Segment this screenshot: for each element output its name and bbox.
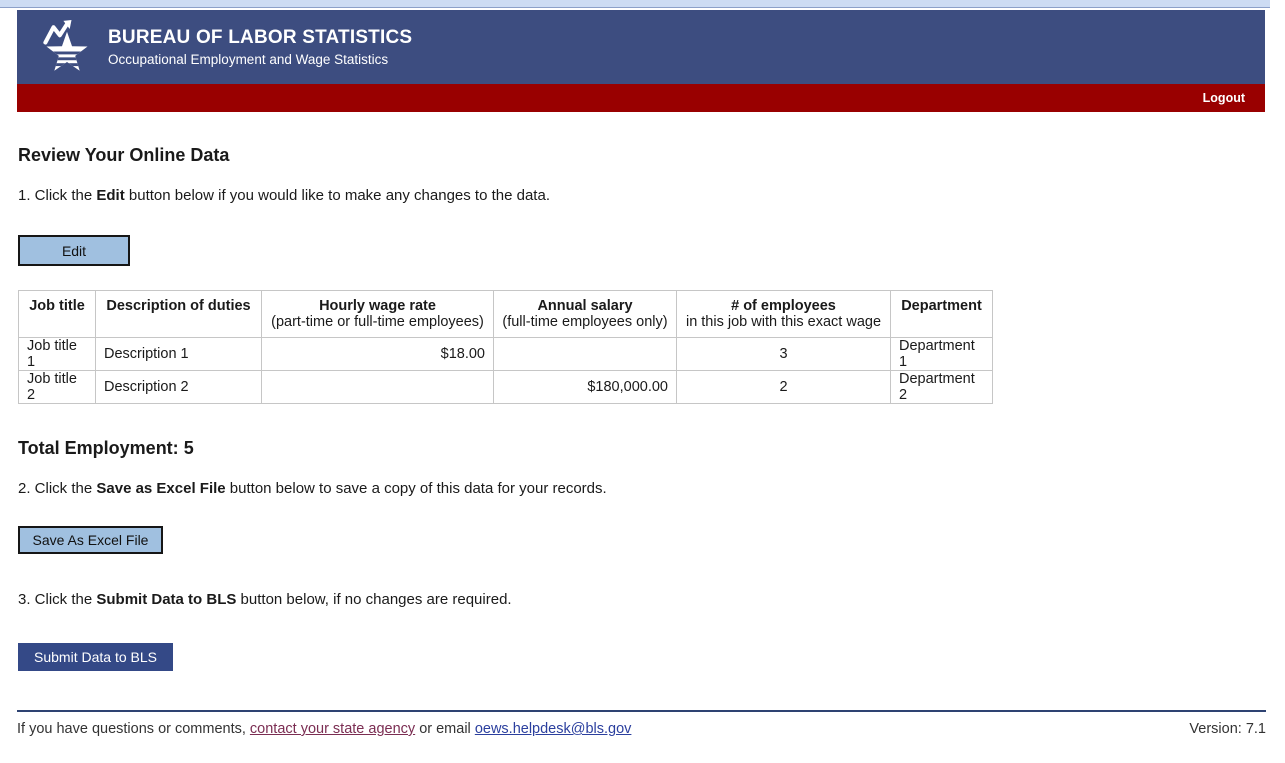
cell-department: Department 1: [890, 337, 993, 371]
table-header-department: Department: [890, 290, 993, 338]
cell-job-title: Job title 1: [18, 337, 96, 371]
step-3-instruction: 3. Click the Submit Data to BLS button b…: [18, 591, 1285, 608]
table-header-description: Description of duties: [95, 290, 262, 338]
step-2-instruction: 2. Click the Save as Excel File button b…: [18, 480, 1285, 497]
cell-num-employees: 3: [676, 337, 891, 371]
agency-title: BUREAU OF LABOR STATISTICS: [108, 27, 413, 48]
step-1-prefix: 1. Click the: [18, 187, 97, 204]
contact-state-agency-link[interactable]: contact your state agency: [249, 721, 416, 737]
table-header-num-employees: # of employees in this job with this exac…: [676, 290, 891, 338]
table-header-row: Job title Description of duties Hourly w…: [18, 290, 993, 338]
version-label: Version: 7.1: [1189, 721, 1266, 737]
cell-hourly-wage: $18.00: [261, 337, 494, 371]
total-employment-value: 5: [183, 438, 194, 458]
bls-masthead: BUREAU OF LABOR STATISTICS Occupational …: [17, 10, 1265, 84]
cell-num-employees: 2: [676, 370, 891, 404]
browser-top-strip: [0, 0, 1270, 8]
bls-logo-icon: [43, 20, 88, 71]
submit-data-button[interactable]: Submit Data to BLS: [18, 643, 173, 671]
footer-text-prefix: If you have questions or comments,: [17, 721, 250, 737]
cell-annual-salary: [493, 337, 677, 371]
total-employment-label: Total Employment:: [18, 438, 179, 458]
cell-job-title: Job title 2: [18, 370, 96, 404]
step-1-instruction: 1. Click the Edit button below if you wo…: [18, 187, 1285, 204]
step-3-bold: Submit Data to BLS: [96, 591, 237, 608]
logout-link[interactable]: Logout: [1202, 91, 1245, 105]
footer-text-middle: or email: [415, 721, 475, 737]
masthead-titles: BUREAU OF LABOR STATISTICS Occupational …: [108, 27, 412, 67]
table-row: Job title 2 Description 2 $180,000.00 2 …: [18, 370, 993, 404]
footer-help-text: If you have questions or comments, conta…: [17, 721, 631, 737]
step-1-bold: Edit: [96, 187, 125, 204]
job-data-table: Job title Description of duties Hourly w…: [18, 290, 993, 404]
table-header-annual-salary: Annual salary (full-time employees only): [493, 290, 677, 338]
step-3-prefix: 3. Click the: [18, 591, 97, 608]
step-2-bold: Save as Excel File: [96, 480, 226, 497]
table-header-hourly-wage: Hourly wage rate (part-time or full-time …: [261, 290, 494, 338]
program-subtitle: Occupational Employment and Wage Statist…: [108, 52, 389, 67]
main-content: Review Your Online Data 1. Click the Edi…: [18, 145, 1285, 671]
step-3-suffix: button below, if no changes are required…: [236, 591, 512, 608]
page-footer: If you have questions or comments, conta…: [17, 710, 1266, 737]
step-2-suffix: button below to save a copy of this data…: [225, 480, 607, 497]
step-2-prefix: 2. Click the: [18, 480, 97, 497]
cell-description: Description 2: [95, 370, 262, 404]
cell-hourly-wage: [261, 370, 494, 404]
save-as-excel-button[interactable]: Save As Excel File: [18, 526, 163, 554]
table-header-job-title: Job title: [18, 290, 96, 338]
page-title: Review Your Online Data: [18, 145, 230, 165]
helpdesk-email-link[interactable]: oews.helpdesk@bls.gov: [474, 721, 632, 737]
table-row: Job title 1 Description 1 $18.00 3 Depar…: [18, 337, 993, 371]
cell-description: Description 1: [95, 337, 262, 371]
utility-bar: Logout: [17, 84, 1265, 112]
edit-button[interactable]: Edit: [18, 235, 130, 266]
cell-department: Department 2: [890, 370, 993, 404]
total-employment: Total Employment: 5: [18, 438, 1285, 459]
cell-annual-salary: $180,000.00: [493, 370, 677, 404]
step-1-suffix: button below if you would like to make a…: [124, 187, 550, 204]
